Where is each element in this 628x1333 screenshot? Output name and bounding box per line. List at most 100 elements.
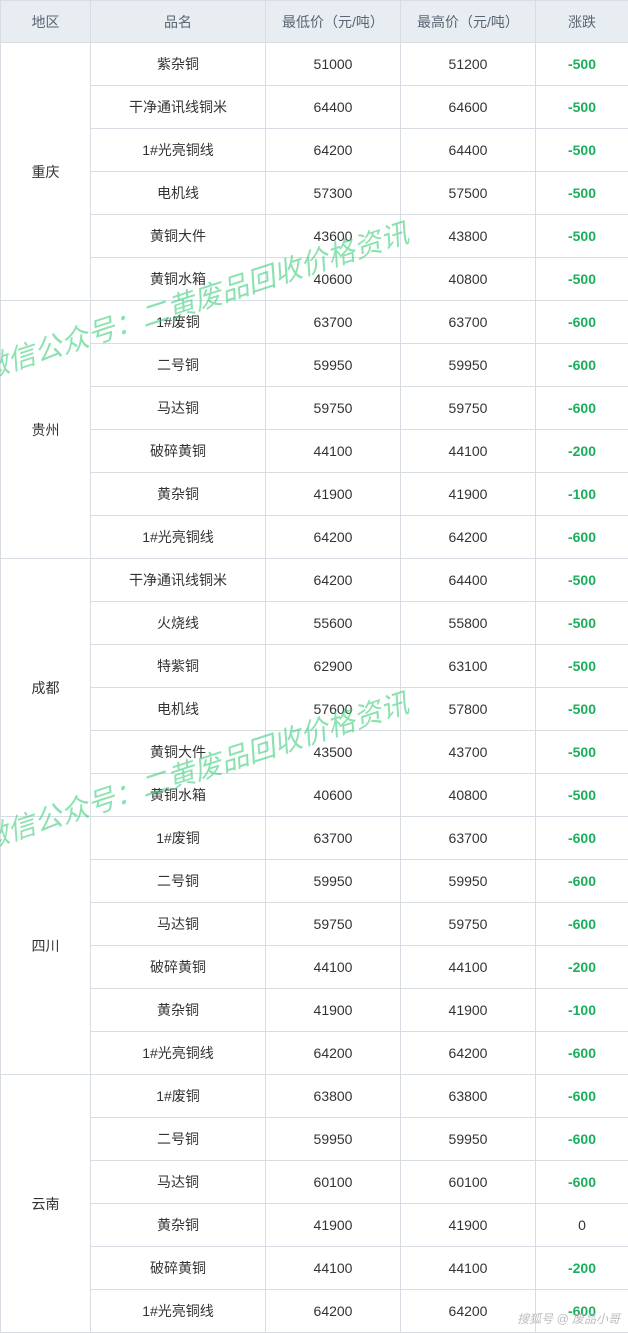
high-cell: 64400 <box>401 129 536 172</box>
header-name: 品名 <box>91 1 266 43</box>
table-row: 四川1#废铜6370063700-600 <box>1 817 628 860</box>
header-low: 最低价（元/吨） <box>266 1 401 43</box>
product-cell: 1#光亮铜线 <box>91 516 266 559</box>
table-row: 马达铜6010060100-600 <box>1 1161 628 1204</box>
product-cell: 火烧线 <box>91 602 266 645</box>
low-cell: 40600 <box>266 258 401 301</box>
change-cell: -100 <box>536 989 628 1032</box>
table-row: 黄铜大件4350043700-500 <box>1 731 628 774</box>
high-cell: 55800 <box>401 602 536 645</box>
product-cell: 马达铜 <box>91 1161 266 1204</box>
high-cell: 64600 <box>401 86 536 129</box>
change-cell: -600 <box>536 903 628 946</box>
low-cell: 59950 <box>266 344 401 387</box>
change-cell: -500 <box>536 645 628 688</box>
product-cell: 二号铜 <box>91 344 266 387</box>
high-cell: 44100 <box>401 430 536 473</box>
table-row: 破碎黄铜4410044100-200 <box>1 430 628 473</box>
high-cell: 59950 <box>401 1118 536 1161</box>
product-cell: 黄铜水箱 <box>91 774 266 817</box>
change-cell: -500 <box>536 559 628 602</box>
product-cell: 黄铜大件 <box>91 731 266 774</box>
change-cell: -500 <box>536 731 628 774</box>
high-cell: 44100 <box>401 1247 536 1290</box>
high-cell: 59950 <box>401 344 536 387</box>
low-cell: 60100 <box>266 1161 401 1204</box>
region-cell: 成都 <box>1 559 91 817</box>
table-row: 黄铜水箱4060040800-500 <box>1 774 628 817</box>
low-cell: 64400 <box>266 86 401 129</box>
product-cell: 紫杂铜 <box>91 43 266 86</box>
low-cell: 63700 <box>266 301 401 344</box>
table-row: 贵州1#废铜6370063700-600 <box>1 301 628 344</box>
table-row: 黄杂铜4190041900-100 <box>1 989 628 1032</box>
change-cell: -600 <box>536 817 628 860</box>
product-cell: 破碎黄铜 <box>91 1247 266 1290</box>
product-cell: 二号铜 <box>91 860 266 903</box>
change-cell: -500 <box>536 688 628 731</box>
product-cell: 1#光亮铜线 <box>91 1032 266 1075</box>
high-cell: 57800 <box>401 688 536 731</box>
low-cell: 63800 <box>266 1075 401 1118</box>
product-cell: 1#废铜 <box>91 301 266 344</box>
low-cell: 55600 <box>266 602 401 645</box>
change-cell: -500 <box>536 774 628 817</box>
change-cell: -500 <box>536 129 628 172</box>
high-cell: 60100 <box>401 1161 536 1204</box>
change-cell: -600 <box>536 860 628 903</box>
table-row: 云南1#废铜6380063800-600 <box>1 1075 628 1118</box>
change-cell: -500 <box>536 172 628 215</box>
table-row: 重庆紫杂铜5100051200-500 <box>1 43 628 86</box>
product-cell: 黄铜水箱 <box>91 258 266 301</box>
table-row: 火烧线5560055800-500 <box>1 602 628 645</box>
high-cell: 64400 <box>401 559 536 602</box>
high-cell: 64200 <box>401 1032 536 1075</box>
high-cell: 41900 <box>401 1204 536 1247</box>
table-row: 黄铜水箱4060040800-500 <box>1 258 628 301</box>
change-cell: -500 <box>536 86 628 129</box>
high-cell: 43800 <box>401 215 536 258</box>
low-cell: 44100 <box>266 1247 401 1290</box>
high-cell: 41900 <box>401 473 536 516</box>
table-row: 干净通讯线铜米6440064600-500 <box>1 86 628 129</box>
high-cell: 40800 <box>401 258 536 301</box>
product-cell: 马达铜 <box>91 903 266 946</box>
region-cell: 贵州 <box>1 301 91 559</box>
region-cell: 四川 <box>1 817 91 1075</box>
change-cell: -200 <box>536 430 628 473</box>
low-cell: 57600 <box>266 688 401 731</box>
low-cell: 41900 <box>266 1204 401 1247</box>
table-row: 特紫铜6290063100-500 <box>1 645 628 688</box>
product-cell: 电机线 <box>91 688 266 731</box>
low-cell: 64200 <box>266 559 401 602</box>
low-cell: 64200 <box>266 1290 401 1333</box>
table-row: 二号铜5995059950-600 <box>1 860 628 903</box>
low-cell: 57300 <box>266 172 401 215</box>
change-cell: -600 <box>536 1161 628 1204</box>
change-cell: -600 <box>536 301 628 344</box>
change-cell: -600 <box>536 387 628 430</box>
product-cell: 电机线 <box>91 172 266 215</box>
low-cell: 40600 <box>266 774 401 817</box>
header-region: 地区 <box>1 1 91 43</box>
low-cell: 44100 <box>266 946 401 989</box>
high-cell: 59750 <box>401 387 536 430</box>
change-cell: -500 <box>536 258 628 301</box>
low-cell: 62900 <box>266 645 401 688</box>
high-cell: 59950 <box>401 860 536 903</box>
product-cell: 1#废铜 <box>91 817 266 860</box>
high-cell: 41900 <box>401 989 536 1032</box>
header-change: 涨跌 <box>536 1 628 43</box>
table-row: 二号铜5995059950-600 <box>1 1118 628 1161</box>
change-cell: -600 <box>536 1032 628 1075</box>
high-cell: 59750 <box>401 903 536 946</box>
change-cell: -600 <box>536 1118 628 1161</box>
product-cell: 1#废铜 <box>91 1075 266 1118</box>
table-body: 重庆紫杂铜5100051200-500干净通讯线铜米6440064600-500… <box>1 43 628 1333</box>
table-row: 电机线5760057800-500 <box>1 688 628 731</box>
product-cell: 干净通讯线铜米 <box>91 86 266 129</box>
table-row: 电机线5730057500-500 <box>1 172 628 215</box>
low-cell: 41900 <box>266 473 401 516</box>
low-cell: 64200 <box>266 516 401 559</box>
product-cell: 黄杂铜 <box>91 1204 266 1247</box>
